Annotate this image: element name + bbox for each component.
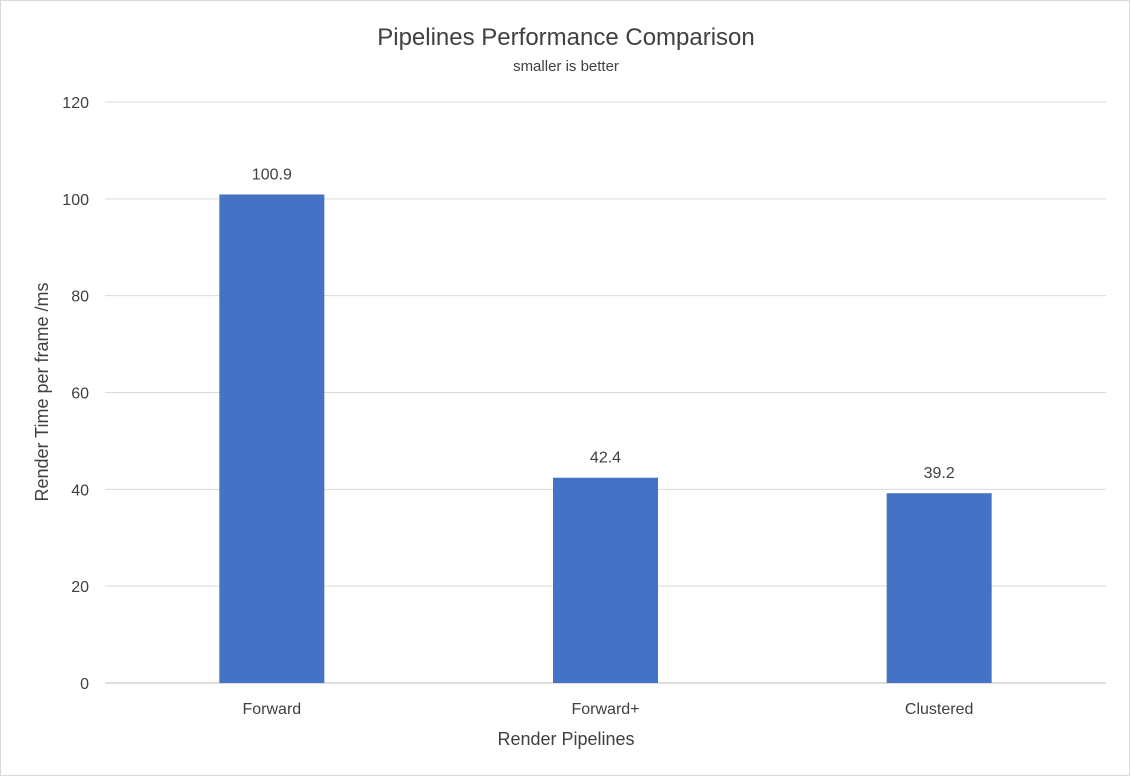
y-tick-label: 20 xyxy=(71,579,89,596)
data-labels: 100.9 42.4 39.2 xyxy=(252,166,955,482)
bars xyxy=(219,194,992,683)
y-tick-label: 40 xyxy=(71,482,89,499)
y-tick-label: 120 xyxy=(62,95,89,112)
bar xyxy=(553,477,658,683)
x-axis-title: Render Pipelines xyxy=(497,729,634,749)
x-tick-label: Forward+ xyxy=(571,701,639,718)
chart-title: Pipelines Performance Comparison xyxy=(377,24,755,51)
x-tick-label: Clustered xyxy=(905,701,973,718)
y-axis-title: Render Time per frame /ms xyxy=(32,282,52,501)
data-label: 42.4 xyxy=(590,450,621,467)
chart-subtitle: smaller is better xyxy=(513,58,619,75)
bar xyxy=(219,194,325,683)
x-tick-label: Forward xyxy=(242,701,301,718)
y-axis-ticks: 0 20 40 60 80 100 120 xyxy=(62,95,89,693)
y-tick-label: 60 xyxy=(71,386,89,403)
x-axis-ticks: Forward Forward+ Clustered xyxy=(242,701,973,718)
y-tick-label: 100 xyxy=(62,192,89,209)
data-label: 100.9 xyxy=(252,166,292,183)
y-tick-label: 0 xyxy=(80,676,89,693)
data-label: 39.2 xyxy=(924,465,955,482)
bar xyxy=(886,493,992,683)
y-tick-label: 80 xyxy=(71,289,89,306)
